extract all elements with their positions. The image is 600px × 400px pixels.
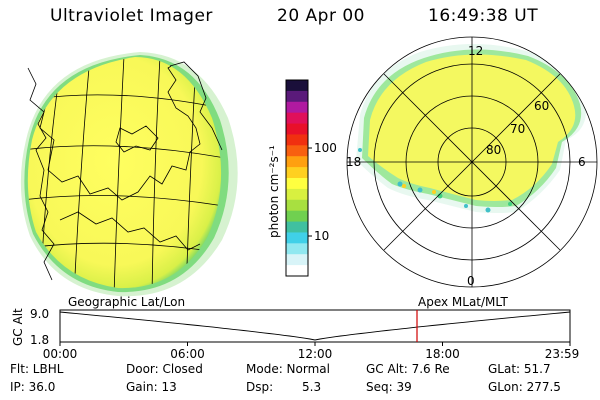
colorbar-cell: [286, 243, 308, 255]
colorbar-cell: [286, 265, 308, 277]
colorbar-cell: [286, 90, 308, 103]
mlt-label-6: 6: [578, 155, 586, 169]
speckle: [508, 202, 512, 206]
speckle: [358, 148, 362, 152]
coastline: [27, 59, 201, 201]
colorbar-cell: [286, 101, 308, 114]
time-tick-label: 18:00: [425, 347, 460, 361]
colorbar-cell: [286, 123, 308, 135]
lat-label-70: 70: [510, 122, 525, 136]
altitude-plot-frame: [59, 309, 571, 343]
geographic-image-panel: [20, 46, 250, 297]
colorbar-cell: [286, 221, 308, 233]
mlt-label-0: 0: [467, 274, 475, 288]
meridian-line: [73, 57, 91, 289]
image-date: 20 Apr 00: [277, 6, 365, 26]
colorbar-cell: [286, 178, 308, 190]
lat-label-60: 60: [534, 99, 549, 113]
alt-max-label: 9.0: [30, 307, 49, 321]
mode-value: Mode: Normal: [246, 362, 330, 376]
colorbar-cell: [286, 232, 308, 244]
speckle: [432, 190, 436, 194]
coastline-west: [27, 67, 55, 281]
colorbar: 100 10 photon cm⁻²s⁻¹: [267, 79, 337, 277]
colorbar-cell: [286, 188, 308, 201]
meridian-line: [151, 57, 161, 289]
gain-value: Gain: 13: [126, 380, 177, 394]
colorbar-cell: [286, 199, 308, 212]
geo-latlon-label: Geographic Lat/Lon: [68, 295, 185, 309]
lat-label-80: 80: [486, 143, 501, 157]
time-axis-ticks: 00:00 06:00 12:00 18:00 23:59: [43, 342, 580, 361]
filter-label: Flt: LBHL: [10, 362, 64, 376]
colorbar-cell: [286, 145, 308, 157]
colorbar-cell: [286, 167, 308, 179]
time-tick-label: 06:00: [170, 347, 205, 361]
speckle: [417, 187, 423, 193]
colorbar-cell: [286, 210, 308, 223]
uv-disc: [27, 57, 222, 289]
colorbar-cell: [286, 156, 308, 168]
mlt-label-18: 18: [346, 155, 361, 169]
colorbar-tick-10: 10: [314, 229, 329, 243]
colorbar-cell: [286, 134, 308, 146]
speckle: [464, 204, 468, 208]
ip-label: IP: 36.0: [10, 380, 56, 394]
glat-value: GLat: 51.7: [488, 362, 551, 376]
image-time: 16:49:38 UT: [428, 6, 539, 26]
polar-grid: [346, 36, 598, 288]
colorbar-border: [285, 79, 309, 277]
orbit-timeline: Geographic Lat/Lon Apex MLat/MLT GC Alt …: [11, 295, 579, 361]
meridian-diagonal: [383, 73, 561, 251]
dsp-value: 5.3: [302, 380, 322, 394]
sequence-value: Seq: 39: [366, 380, 412, 394]
speckle: [402, 184, 406, 188]
time-tick-label: 23:59: [545, 347, 580, 361]
altitude-curve: [59, 311, 571, 341]
colorbar-unit-label: photon cm⁻²s⁻¹: [267, 145, 281, 238]
coastline-east: [169, 61, 223, 151]
apex-mlat-label: Apex MLat/MLT: [418, 295, 508, 309]
latitude-line: [27, 145, 222, 161]
mlt-label-12: 12: [468, 44, 483, 58]
speckle: [576, 88, 580, 92]
latitude-line: [27, 195, 222, 209]
colorbar-cell: [286, 80, 308, 92]
speckle: [485, 207, 491, 213]
instrument-title: Ultraviolet Imager: [50, 6, 213, 26]
coastline: [115, 125, 159, 153]
speckle: [397, 181, 403, 187]
gc-altitude-value: GC Alt: 7.6 Re: [366, 362, 450, 376]
alt-min-label: 1.8: [30, 333, 49, 347]
colorbar-cell: [286, 112, 308, 125]
time-tick-label: 12:00: [298, 347, 333, 361]
door-status: Door: Closed: [126, 362, 203, 376]
glon-value: GLon: 277.5: [488, 380, 561, 394]
colorbar-tick-100: 100: [314, 141, 337, 155]
time-tick-label: 00:00: [43, 347, 78, 361]
coastline: [59, 211, 201, 251]
polar-plot: 12 0 18 6 60 70 80: [346, 36, 598, 288]
colorbar-cell: [286, 254, 308, 266]
meridian-line: [113, 57, 125, 289]
colorbar-scale: [286, 80, 308, 277]
dsp-label: Dsp:: [246, 380, 274, 394]
gc-alt-axis-label: GC Alt: [11, 308, 25, 346]
